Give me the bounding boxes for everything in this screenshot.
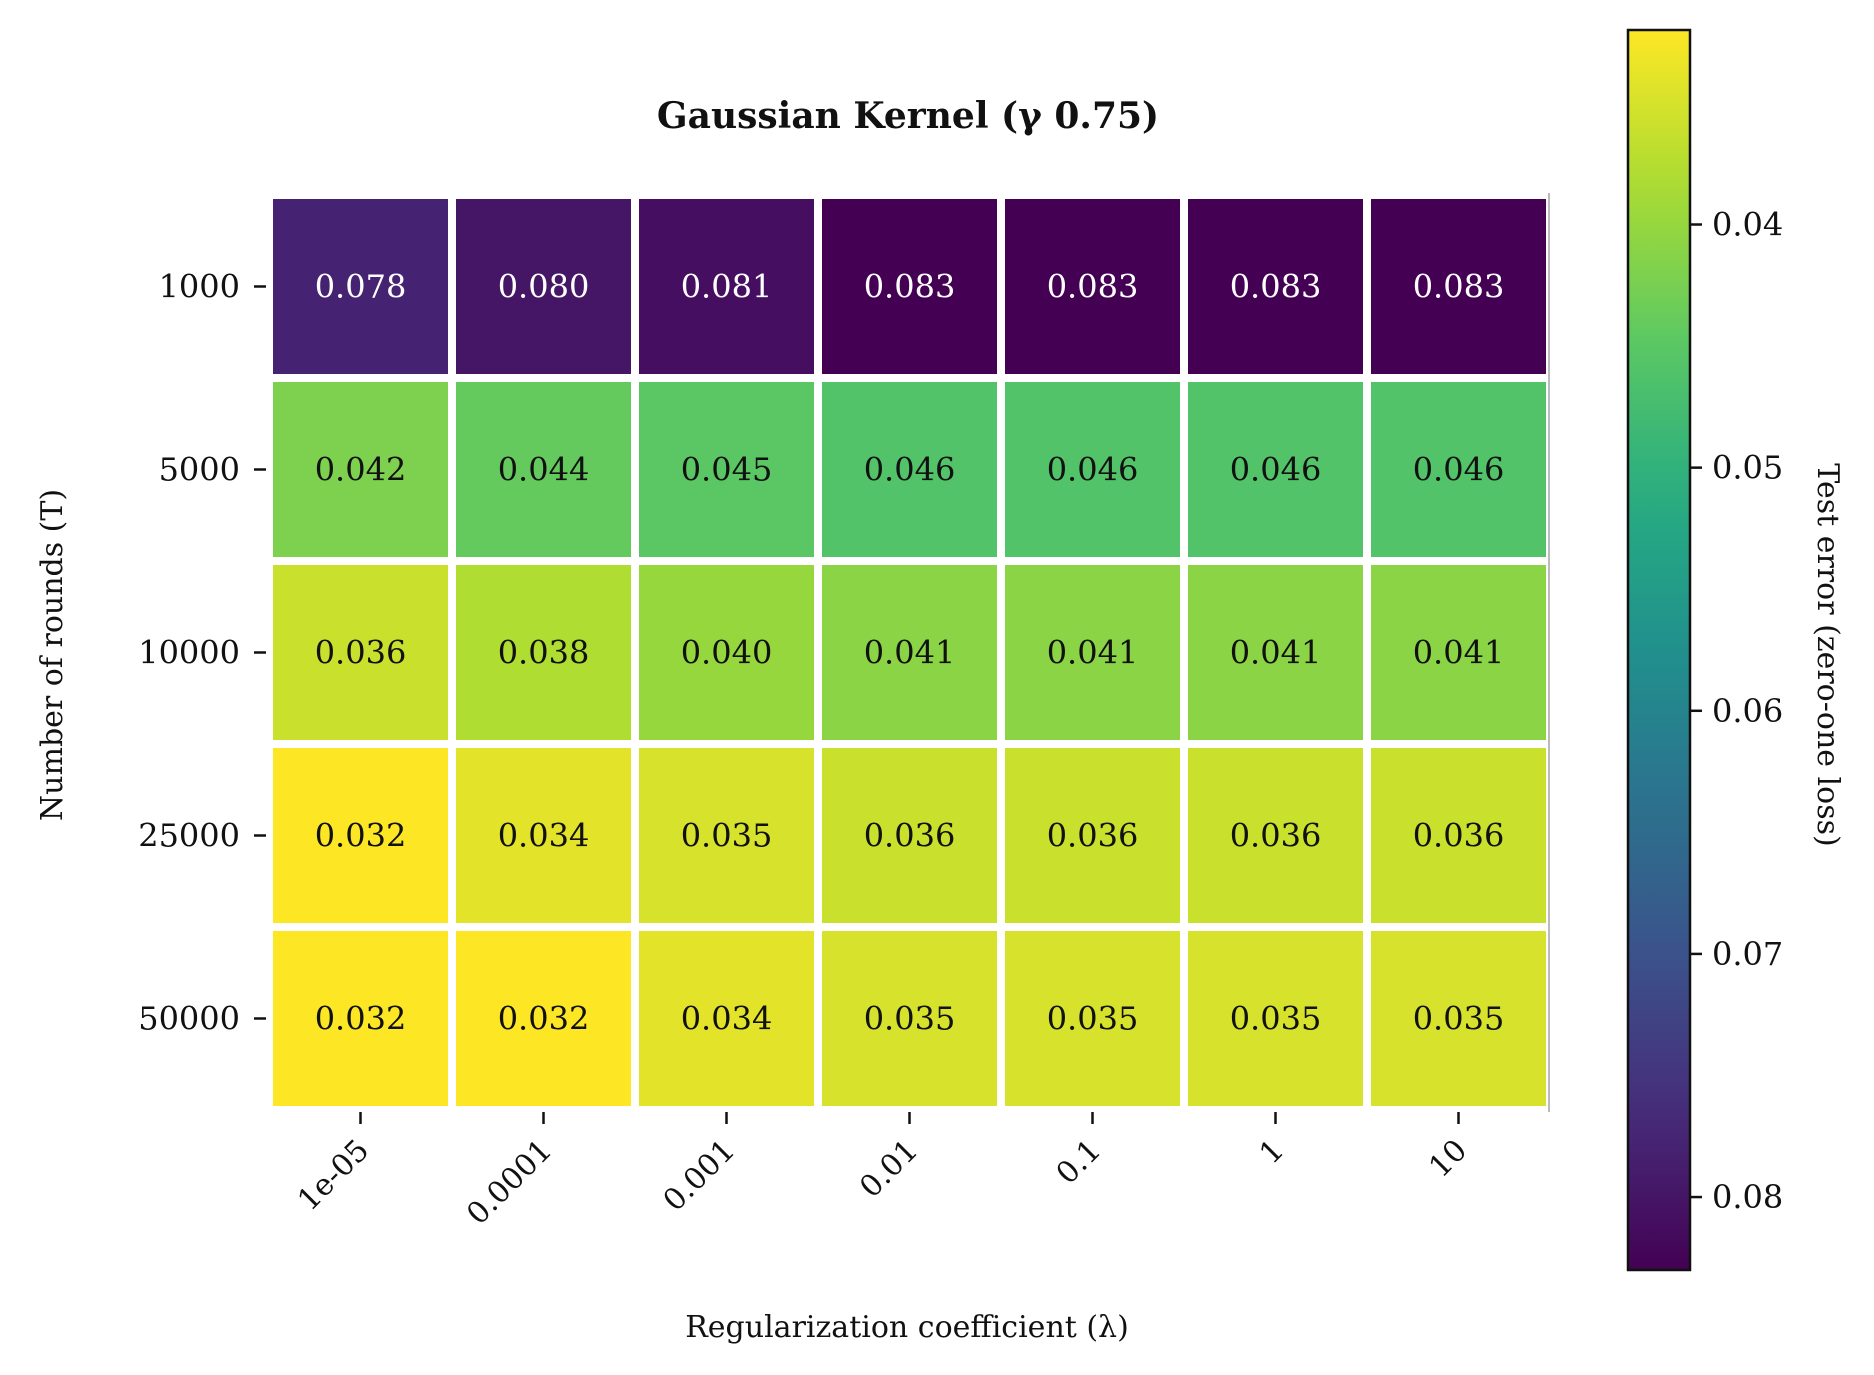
heatmap-cell [639, 565, 814, 740]
heatmap-cell [822, 748, 997, 923]
colorbar-gradient [1626, 28, 1692, 1272]
chart-title: Gaussian Kernel (γ 0.75) [657, 95, 1159, 137]
cell-value-label: 0.036 [1413, 817, 1505, 855]
cell-value-label: 0.041 [864, 634, 956, 672]
cell-value-label: 0.078 [315, 268, 407, 306]
colorbar: 0.04 0.05 0.06 0.07 0.08 [1626, 28, 1783, 1272]
cell-value-label: 0.036 [315, 634, 407, 672]
colorbar-tick-label: 0.06 [1712, 692, 1783, 730]
heatmap-cell [1005, 931, 1180, 1106]
cell-value-label: 0.034 [498, 817, 590, 855]
heatmap-cell [273, 565, 448, 740]
cell-value-label: 0.041 [1230, 634, 1322, 672]
colorbar-tick-label: 0.04 [1712, 206, 1783, 244]
cell-value-label: 0.083 [1413, 268, 1505, 306]
cell-value-label: 0.046 [1047, 451, 1139, 489]
y-tick-label: 5000 [159, 451, 240, 489]
heatmap-cell [456, 931, 631, 1106]
cell-value-label: 0.041 [1413, 634, 1505, 672]
x-tick-label: 0.0001 [460, 1133, 559, 1232]
heatmap-cell [273, 382, 448, 557]
heatmap-cell [456, 565, 631, 740]
heatmap-cell [1005, 565, 1180, 740]
x-axis-label: Regularization coefficient (λ) [685, 1310, 1129, 1345]
heatmap-cell [822, 931, 997, 1106]
heatmap-cell-labels: 0.078 0.080 0.081 0.083 0.083 0.083 0.083 0.042… [315, 268, 1505, 1038]
heatmap-cell [822, 565, 997, 740]
x-tick-label: 0.1 [1050, 1133, 1108, 1191]
cell-value-label: 0.083 [1230, 268, 1322, 306]
y-tick-label: 25000 [138, 817, 240, 855]
cell-value-label: 0.046 [864, 451, 956, 489]
colorbar-label: Test error (zero-one loss) [1810, 463, 1845, 846]
cell-value-label: 0.036 [1047, 817, 1139, 855]
y-axis-label: Number of rounds (T) [35, 489, 70, 821]
heatmap-cell [273, 748, 448, 923]
cell-value-label: 0.080 [498, 268, 590, 306]
cell-value-label: 0.044 [498, 451, 590, 489]
heatmap-cell [1371, 199, 1546, 374]
x-tick-label: 10 [1422, 1133, 1474, 1185]
heatmap-cell [1371, 931, 1546, 1106]
cell-value-label: 0.035 [1230, 1000, 1322, 1038]
heatmap-cell [639, 748, 814, 923]
heatmap-cell [639, 199, 814, 374]
cell-value-label: 0.034 [681, 1000, 773, 1038]
cell-value-label: 0.046 [1413, 451, 1505, 489]
cell-value-label: 0.083 [864, 268, 956, 306]
heatmap-cells [273, 193, 1550, 1112]
heatmap-cell [1371, 748, 1546, 923]
heatmap-cell [1188, 565, 1363, 740]
cell-value-label: 0.038 [498, 634, 590, 672]
x-tick-label: 0.001 [657, 1133, 742, 1218]
heatmap-cell [1371, 565, 1546, 740]
cell-value-label: 0.036 [1230, 817, 1322, 855]
heatmap-cell [1188, 199, 1363, 374]
cell-value-label: 0.035 [864, 1000, 956, 1038]
cell-value-label: 0.046 [1230, 451, 1322, 489]
heatmap-cell [822, 199, 997, 374]
cell-value-label: 0.032 [315, 817, 407, 855]
x-tick-label: 1 [1253, 1133, 1291, 1171]
heatmap-cell [1005, 382, 1180, 557]
heatmap-cell [1371, 382, 1546, 557]
y-axis: 1000 5000 10000 25000 50000 [138, 268, 266, 1038]
cell-value-label: 0.041 [1047, 634, 1139, 672]
heatmap-cell [1005, 199, 1180, 374]
heatmap-cell [273, 199, 448, 374]
cell-value-label: 0.032 [315, 1000, 407, 1038]
heatmap-cell [822, 382, 997, 557]
y-tick-label: 1000 [159, 268, 240, 306]
cell-value-label: 0.042 [315, 451, 407, 489]
colorbar-tick-label: 0.07 [1712, 935, 1783, 973]
heatmap-cell [456, 748, 631, 923]
x-tick-label: 0.01 [853, 1133, 925, 1205]
cell-value-label: 0.040 [681, 634, 773, 672]
heatmap-cell [456, 199, 631, 374]
x-axis: 1e-05 0.0001 0.001 0.01 0.1 1 10 [291, 1112, 1474, 1232]
y-tick-label: 50000 [138, 1000, 240, 1038]
cell-value-label: 0.035 [681, 817, 773, 855]
heatmap-cell [1188, 931, 1363, 1106]
x-tick-label: 1e-05 [291, 1133, 376, 1218]
heatmap-cell [273, 931, 448, 1106]
cell-value-label: 0.083 [1047, 268, 1139, 306]
heatmap-cell [639, 931, 814, 1106]
colorbar-tick-label: 0.05 [1712, 449, 1783, 487]
heatmap-cell [1188, 382, 1363, 557]
cell-value-label: 0.081 [681, 268, 773, 306]
y-tick-label: 10000 [138, 634, 240, 672]
colorbar-tick-label: 0.08 [1712, 1178, 1783, 1216]
heatmap-cell [1188, 748, 1363, 923]
heatmap-cell [1005, 748, 1180, 923]
heatmap-cell [456, 382, 631, 557]
cell-value-label: 0.032 [498, 1000, 590, 1038]
heatmap-cell [639, 382, 814, 557]
cell-value-label: 0.045 [681, 451, 773, 489]
cell-value-label: 0.036 [864, 817, 956, 855]
cell-value-label: 0.035 [1047, 1000, 1139, 1038]
cell-value-label: 0.035 [1413, 1000, 1505, 1038]
